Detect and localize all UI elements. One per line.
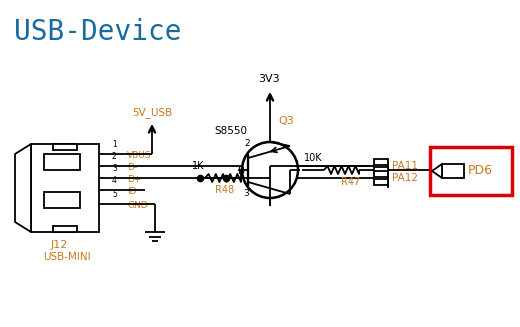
Bar [442, 164, 464, 178]
Bar [44, 192, 80, 208]
Bar [44, 154, 80, 170]
Bar [374, 179, 388, 185]
Text: 3: 3 [112, 164, 117, 173]
Text: D-: D- [127, 163, 137, 171]
Text: 4: 4 [112, 176, 117, 185]
Text: S8550: S8550 [214, 126, 247, 136]
Text: 1: 1 [294, 160, 300, 169]
Text: ID: ID [127, 186, 136, 196]
Text: 5: 5 [112, 190, 117, 199]
Text: USB-MINI: USB-MINI [43, 252, 90, 262]
Polygon shape [432, 164, 442, 178]
Text: R47: R47 [341, 177, 360, 187]
Text: Q3: Q3 [278, 116, 294, 126]
Bar [53, 226, 77, 232]
Text: 1: 1 [112, 140, 117, 149]
Text: PD6: PD6 [468, 164, 493, 178]
Text: 2: 2 [244, 139, 250, 148]
Bar [53, 144, 77, 150]
Bar [430, 147, 512, 195]
Text: USB-Device: USB-Device [14, 18, 181, 46]
Text: VBUS: VBUS [127, 150, 151, 160]
Polygon shape [15, 144, 31, 232]
Bar [31, 144, 99, 232]
Text: 5V_USB: 5V_USB [132, 107, 172, 118]
Text: R48: R48 [215, 185, 234, 195]
Text: PA11: PA11 [392, 161, 418, 171]
Text: D+: D+ [127, 175, 141, 183]
Bar [374, 159, 388, 165]
Text: 10K: 10K [304, 153, 322, 163]
Bar [374, 167, 388, 173]
Bar [374, 171, 388, 177]
Text: J12: J12 [51, 240, 68, 250]
Text: PA12: PA12 [392, 173, 418, 183]
Text: B: B [238, 166, 245, 176]
Text: 1K: 1K [192, 161, 204, 171]
Text: GND: GND [127, 200, 148, 210]
Text: 2: 2 [112, 152, 117, 161]
Text: 3V3: 3V3 [258, 74, 280, 84]
Text: 3: 3 [243, 189, 249, 198]
Circle shape [242, 142, 298, 198]
